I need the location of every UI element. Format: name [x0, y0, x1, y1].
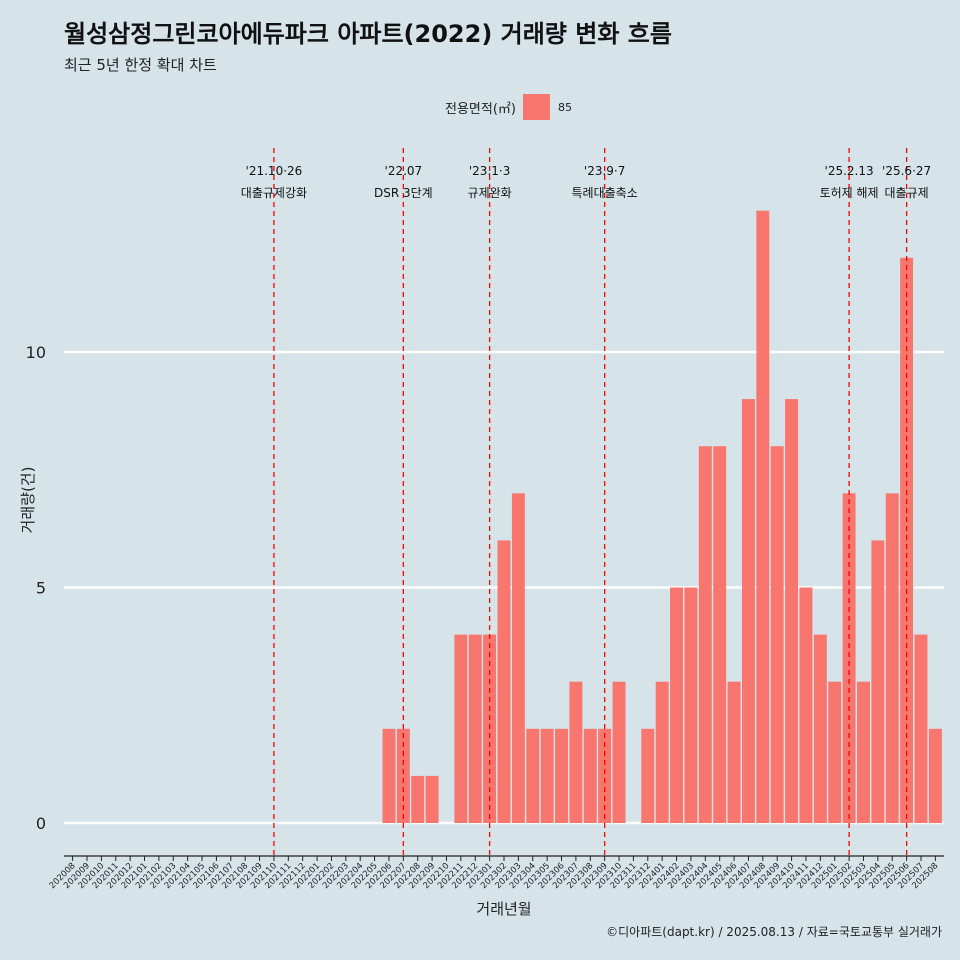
- bar: [871, 540, 885, 823]
- legend: 전용면적(㎡) 85: [445, 94, 572, 120]
- x-axis-title: 거래년월: [476, 900, 531, 918]
- y-tick-label: 5: [36, 579, 46, 598]
- y-tick-label: 0: [36, 814, 46, 833]
- bar: [655, 681, 669, 823]
- bar: [842, 493, 856, 823]
- bar: [813, 634, 827, 823]
- bar: [468, 634, 482, 823]
- bar: [670, 587, 684, 823]
- legend-entry: 85: [558, 101, 572, 114]
- bar-layer: [382, 210, 942, 823]
- event-desc-label: 규제완화: [468, 186, 512, 200]
- chart-title: 월성삼정그린코아에듀파크 아파트(2022) 거래량 변화 흐름: [64, 20, 672, 48]
- bar: [526, 728, 540, 823]
- bar: [684, 587, 698, 823]
- bar: [425, 775, 439, 823]
- y-tick-label: 10: [26, 343, 46, 362]
- bar: [785, 399, 799, 823]
- bar: [698, 446, 712, 823]
- bar: [511, 493, 525, 823]
- event-line-layer: '21.10·26 대출규제강화 '22.07 DSR 3단계 '23.1·3 규제완화 '…: [241, 148, 931, 858]
- bar: [497, 540, 511, 823]
- bar: [612, 681, 626, 823]
- bar: [727, 681, 741, 823]
- bar: [583, 728, 597, 823]
- legend-swatch: [523, 94, 550, 120]
- bar: [799, 587, 813, 823]
- event-desc-label: 대출규제강화: [241, 186, 307, 200]
- bar: [396, 728, 410, 823]
- bar: [382, 728, 396, 823]
- event-date-label: '23.9·7: [584, 164, 625, 178]
- bar: [555, 728, 568, 823]
- event-date-label: '25.6·27: [882, 164, 931, 178]
- bar: [885, 493, 899, 823]
- bar: [713, 446, 727, 823]
- bar: [540, 728, 554, 823]
- y-axis-title: 거래량(건): [19, 467, 37, 534]
- event-desc-label: DSR 3단계: [374, 186, 433, 200]
- bar: [411, 775, 425, 823]
- bar: [756, 210, 770, 823]
- event-date-label: '23.1·3: [469, 164, 510, 178]
- bar: [857, 681, 870, 823]
- legend-title: 전용면적(㎡): [445, 102, 516, 117]
- bar: [641, 728, 655, 823]
- event-date-label: '22.07: [385, 164, 423, 178]
- bar: [454, 634, 468, 823]
- event-date-label: '25.2.13: [825, 164, 874, 178]
- bar: [900, 257, 914, 823]
- event-desc-label: 토허제 해제: [820, 186, 879, 200]
- chart-subtitle: 최근 5년 한정 확대 차트: [64, 56, 217, 74]
- bar: [828, 681, 842, 823]
- bar: [741, 399, 755, 823]
- bar: [569, 681, 583, 823]
- event-desc-label: 대출규제: [885, 186, 929, 200]
- bar: [598, 728, 612, 823]
- caption: ©디아파트(dapt.kr) / 2025.08.13 / 자료=국토교통부 실…: [606, 925, 942, 939]
- bar: [928, 728, 942, 823]
- bar: [914, 634, 928, 823]
- event-date-label: '21.10·26: [246, 164, 303, 178]
- event-desc-label: 특례대출축소: [572, 186, 638, 200]
- bar: [770, 446, 784, 823]
